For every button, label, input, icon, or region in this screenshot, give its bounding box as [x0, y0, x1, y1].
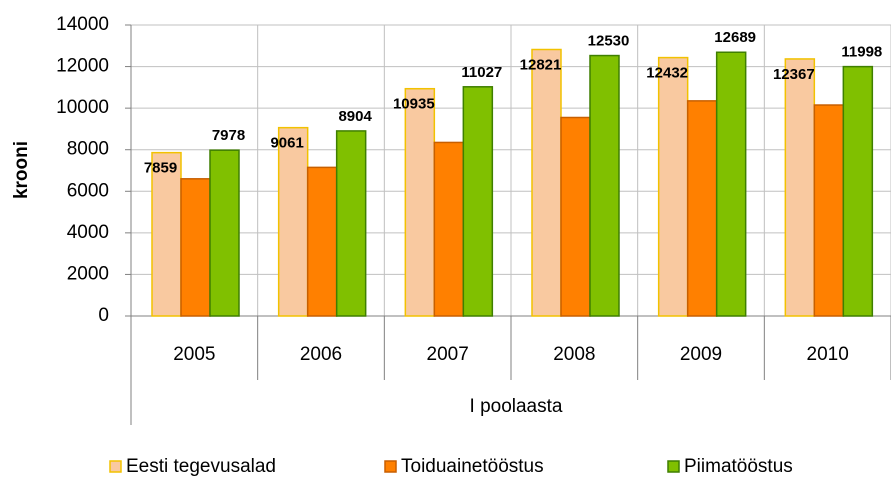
- x-axis-title: I poolaasta: [470, 396, 563, 417]
- y-tick-label: 6000: [67, 180, 109, 201]
- legend-swatch: [384, 460, 397, 473]
- bar: [335, 130, 367, 317]
- bar: [531, 48, 562, 317]
- y-tick-label: 14000: [56, 14, 109, 35]
- bar: [842, 65, 874, 317]
- value-label: 7978: [212, 127, 245, 144]
- y-tick-label: 0: [98, 305, 109, 326]
- value-label: 9061: [270, 135, 303, 152]
- legend-swatch: [109, 460, 122, 473]
- value-label: 7859: [144, 160, 177, 177]
- x-tick-label: 2007: [427, 344, 469, 365]
- bar: [589, 54, 620, 317]
- value-label: 12689: [714, 29, 756, 46]
- bar: [784, 58, 816, 317]
- legend-label: Toiduainetööstus: [401, 456, 544, 477]
- value-label: 11998: [841, 44, 882, 61]
- y-tick-label: 10000: [56, 97, 109, 118]
- x-tick-label: 2006: [300, 344, 342, 365]
- bar: [462, 86, 494, 317]
- x-tick-label: 2009: [680, 344, 722, 365]
- value-label: 12821: [520, 56, 562, 73]
- bar: [209, 149, 240, 317]
- bar: [657, 56, 689, 317]
- bar: [686, 100, 718, 317]
- x-tick-label: 2005: [173, 344, 215, 365]
- legend-label: Piimatööstus: [684, 456, 793, 477]
- value-label: 12432: [646, 65, 688, 82]
- y-axis-title: krooni: [11, 141, 32, 199]
- y-tick-label: 8000: [67, 139, 109, 160]
- value-label: 10935: [393, 96, 435, 113]
- legend-swatch: [667, 460, 680, 473]
- bar: [306, 166, 338, 317]
- bar: [404, 87, 436, 317]
- value-label: 12367: [773, 66, 815, 83]
- bar: [151, 151, 182, 317]
- bar: [433, 141, 465, 317]
- y-tick-label: 2000: [67, 263, 109, 284]
- bar: [813, 104, 845, 317]
- x-tick-label: 2008: [553, 344, 595, 365]
- value-label: 8904: [338, 108, 372, 125]
- bar: [560, 116, 591, 317]
- x-tick-label: 2010: [807, 344, 849, 365]
- bar: [180, 178, 211, 317]
- legend-label: Eesti tegevusalad: [126, 456, 276, 477]
- y-tick-label: 12000: [56, 56, 109, 77]
- y-tick-label: 4000: [67, 222, 109, 243]
- bar: [277, 126, 309, 317]
- value-label: 12530: [588, 33, 630, 50]
- value-label: 11027: [461, 64, 502, 81]
- bar: [715, 51, 747, 317]
